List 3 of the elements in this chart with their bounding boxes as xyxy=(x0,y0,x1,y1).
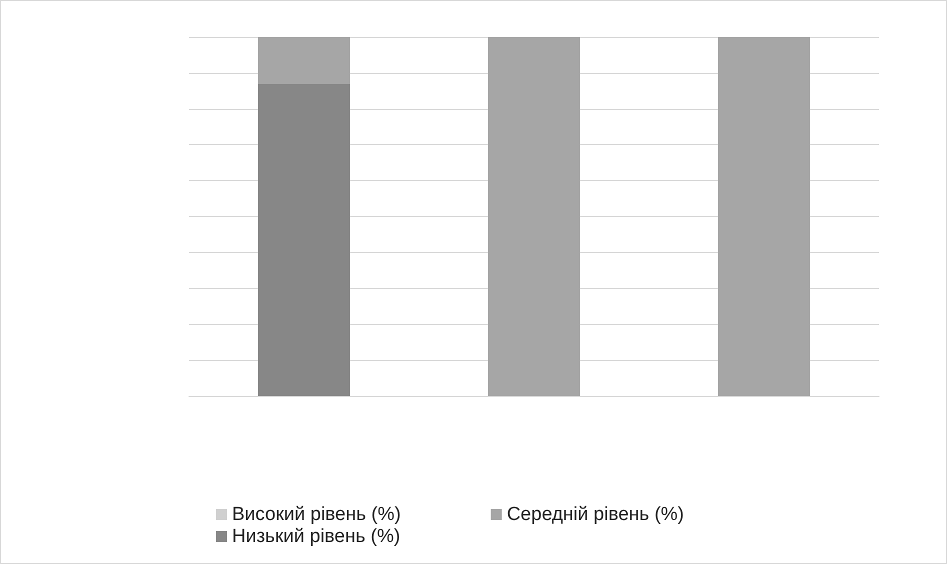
legend-label: Середній рівень (%) xyxy=(506,504,684,525)
legend-label: Низький рівень (%) xyxy=(232,526,400,547)
legend-label: Високий рівень (%) xyxy=(232,504,401,525)
